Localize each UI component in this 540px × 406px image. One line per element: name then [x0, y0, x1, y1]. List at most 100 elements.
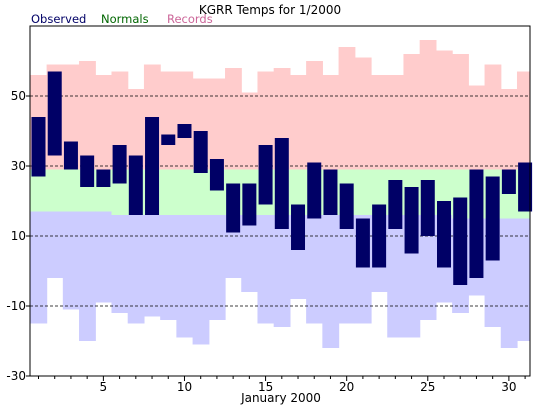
observed-bar: [404, 187, 419, 254]
record-high-band: [79, 61, 96, 170]
record-low-band: [338, 215, 356, 324]
record-low-band: [516, 218, 530, 341]
observed-bar: [80, 155, 95, 187]
y-axis: -30 -10 10 30 50: [6, 89, 30, 383]
observed-bar: [145, 117, 160, 215]
observed-bar: [31, 117, 46, 177]
normal-band: [289, 169, 307, 215]
x-tick-label: 5: [100, 380, 108, 394]
observed-bar: [485, 176, 500, 261]
record-high-band: [354, 57, 372, 170]
x-tick-label: 25: [420, 380, 435, 394]
record-high-band: [225, 68, 242, 170]
record-low-band: [79, 211, 96, 341]
record-high-band: [435, 50, 453, 170]
normal-band: [62, 169, 80, 212]
normal-band: [46, 169, 64, 212]
legend-observed: Observed: [31, 12, 86, 26]
record-low-band: [322, 215, 340, 348]
record-high-band: [403, 54, 421, 170]
record-high-band: [176, 71, 194, 170]
observed-bar: [469, 169, 484, 278]
record-low-band: [143, 215, 161, 317]
observed-bar: [209, 159, 224, 191]
record-low-band: [95, 211, 113, 303]
observed-bar: [47, 71, 62, 156]
observed-bar: [355, 218, 370, 268]
normal-band: [371, 169, 388, 215]
x-axis-label: January 2000: [240, 391, 321, 405]
normal-band: [30, 169, 48, 212]
record-low-band: [419, 215, 437, 320]
chart-title: KGRR Temps for 1/2000: [199, 3, 341, 17]
record-high-band: [452, 54, 469, 170]
normal-band: [192, 169, 210, 215]
record-low-band: [62, 211, 80, 310]
record-low-band: [500, 218, 518, 348]
observed-bar: [420, 180, 435, 236]
records-layer: [30, 40, 530, 348]
record-low-band: [111, 215, 129, 313]
y-tick-label: 30: [11, 159, 26, 173]
observed-bar: [323, 169, 338, 215]
record-high-band: [306, 61, 323, 170]
record-high-band: [95, 75, 113, 170]
record-high-band: [484, 64, 502, 170]
record-high-band: [371, 75, 388, 170]
legend-records: Records: [167, 12, 213, 26]
legend-normals: Normals: [101, 12, 149, 26]
x-tick-label: 15: [258, 380, 273, 394]
observed-bar: [291, 204, 306, 250]
observed-bar: [518, 162, 533, 212]
record-high-band: [322, 75, 340, 170]
y-tick-label: 10: [11, 229, 26, 243]
record-low-band: [257, 215, 275, 324]
record-low-band: [160, 215, 177, 320]
record-low-band: [273, 215, 291, 327]
record-high-band: [500, 89, 518, 170]
observed-bar: [63, 141, 78, 170]
observed-bar: [161, 134, 176, 145]
observed-bar: [193, 131, 208, 173]
normal-band: [354, 169, 372, 215]
observed-bar: [242, 183, 257, 226]
observed-bar: [501, 169, 516, 194]
record-low-band: [241, 215, 259, 292]
record-high-band: [208, 78, 226, 170]
observed-bar: [128, 155, 143, 215]
record-low-band: [387, 215, 405, 338]
record-high-band: [289, 75, 307, 170]
observed-bar: [112, 145, 127, 184]
record-high-band: [468, 85, 486, 170]
record-low-band: [192, 215, 210, 345]
record-high-band: [387, 75, 405, 170]
record-low-band: [127, 215, 145, 324]
x-tick-label: 10: [177, 380, 192, 394]
record-high-band: [160, 71, 177, 170]
observed-bar: [388, 180, 403, 229]
observed-bar: [339, 183, 354, 229]
observed-bar: [226, 183, 241, 233]
record-low-band: [176, 215, 194, 338]
observed-bar: [453, 197, 468, 285]
record-high-band: [338, 47, 356, 170]
observed-bar: [96, 169, 111, 187]
x-tick-label: 20: [339, 380, 354, 394]
normal-band: [160, 169, 177, 215]
x-tick-label: 30: [501, 380, 516, 394]
record-high-band: [127, 89, 145, 170]
observed-bar: [177, 124, 192, 138]
record-high-band: [419, 40, 437, 170]
y-tick-label: -30: [6, 369, 26, 383]
record-high-band: [241, 92, 259, 170]
record-low-band: [208, 215, 226, 320]
observed-layer: [31, 71, 533, 285]
record-low-band: [30, 211, 48, 324]
observed-bar: [307, 162, 322, 219]
plot-frame: [29, 25, 531, 377]
observed-bar: [372, 204, 387, 268]
record-low-band: [306, 215, 323, 324]
observed-bar: [437, 201, 451, 268]
y-tick-label: -10: [6, 299, 26, 313]
